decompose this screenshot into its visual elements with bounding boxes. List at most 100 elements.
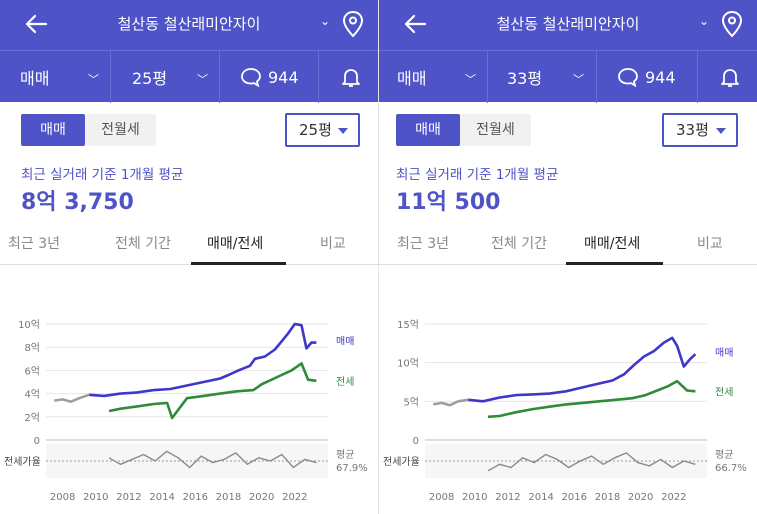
x-tick-label: 2010 [83, 492, 108, 503]
y-tick-label: 8억 [24, 342, 40, 354]
sale-series-line [89, 322, 317, 398]
map-pin-icon[interactable] [721, 10, 743, 38]
x-tick-label: 2008 [429, 492, 454, 503]
tab-sale-jeonse[interactable]: 매매/전세 [584, 236, 641, 252]
page-title[interactable]: 철산동 철산래미안자이 [496, 15, 640, 33]
comments-count: 944 [268, 67, 299, 87]
average-label: 평균 [715, 449, 733, 461]
x-tick-label: 2014 [528, 492, 553, 503]
chart-tabs: 최근 3년 전체 기간 매매/전세 비교 [379, 225, 757, 265]
jeonse-series-label: 전세 [336, 376, 354, 388]
tab-recent-3y[interactable]: 최근 3년 [8, 236, 60, 252]
y-tick-label: 10억 [18, 319, 40, 331]
caret-down-icon [338, 128, 348, 134]
x-tick-label: 2022 [661, 492, 686, 503]
chevron-down-icon: ﹀ [197, 73, 208, 86]
sale-series-label: 매매 [715, 347, 733, 359]
tab-sale-jeonse[interactable]: 매매/전세 [207, 236, 264, 252]
y-tick-label: 15억 [397, 319, 419, 331]
divider [378, 0, 379, 514]
bell-icon[interactable] [340, 66, 362, 88]
top-bar: 철산동 철산래미안자이 ⌄ [379, 0, 757, 50]
y-tick-label: 4억 [24, 389, 40, 401]
sale-series-label: 매매 [336, 336, 354, 348]
price-subtitle: 최근 실거래 기준 1개월 평균 [21, 167, 184, 183]
tab-all-period[interactable]: 전체 기간 [115, 236, 171, 252]
jeonse-series-line [487, 379, 696, 419]
trade-type-toggle: 매매 전월세 [396, 114, 531, 146]
arrow-left-icon[interactable] [401, 10, 429, 38]
deal-type-dropdown[interactable]: 매매 [20, 51, 49, 103]
bell-icon[interactable] [719, 66, 741, 88]
x-tick-label: 2016 [562, 492, 587, 503]
size-select[interactable]: 33평 [662, 113, 738, 147]
x-tick-label: 2010 [462, 492, 487, 503]
area-dropdown[interactable]: 25평 [132, 51, 167, 103]
area-label: 33평 [507, 69, 543, 88]
ratio-series-line [487, 452, 696, 472]
filter-bar: 매매 ﹀ 25평 ﹀ 944 [0, 50, 378, 103]
y-tick-label: 0 [413, 436, 419, 447]
deal-type-label: 매매 [397, 69, 427, 88]
trade-type-toggle: 매매 전월세 [21, 114, 156, 146]
average-value: 67.9% [336, 463, 368, 474]
tab-recent-3y[interactable]: 최근 3년 [397, 236, 449, 252]
active-tab-indicator [566, 262, 663, 265]
tab-jeonse[interactable]: 전월세 [476, 122, 515, 138]
chevron-down-icon[interactable]: ⌄ [699, 14, 710, 28]
area-dropdown[interactable]: 33평 [507, 51, 542, 103]
ratio-label: 전세가율 [383, 456, 420, 468]
tab-sale[interactable]: 매매 [21, 114, 85, 146]
tab-compare[interactable]: 비교 [697, 236, 723, 252]
chart-tabs: 최근 3년 전체 기간 매매/전세 비교 [0, 225, 378, 265]
size-select[interactable]: 25평 [285, 113, 360, 147]
ratio-label: 전세가율 [4, 456, 41, 468]
map-pin-icon[interactable] [342, 10, 364, 38]
arrow-left-icon[interactable] [22, 10, 50, 38]
chevron-down-icon[interactable]: ⌄ [320, 14, 331, 28]
price-line-chart: 10억 8억 6억 4억 2억 0 2008 2010 2012 2014 2016 2018 2020… [4, 319, 368, 503]
top-bar: 철산동 철산래미안자이 ⌄ [0, 0, 378, 50]
deal-type-dropdown[interactable]: 매매 [397, 51, 426, 103]
comments-button[interactable]: 944 [240, 51, 299, 103]
tab-all-period[interactable]: 전체 기간 [491, 236, 547, 252]
jeonse-series-label: 전세 [715, 386, 733, 398]
speech-bubble-icon [241, 68, 261, 87]
average-price: 11억 500 [396, 190, 501, 215]
ratio-series-line [108, 450, 317, 469]
x-tick-label: 2022 [282, 492, 307, 503]
panel-right: 철산동 철산래미안자이 ⌄ 매매 ﹀ 33평 ﹀ 944 매매 전월세 33평 … [379, 0, 757, 514]
price-subtitle: 최근 실거래 기준 1개월 평균 [396, 167, 559, 183]
tab-sale[interactable]: 매매 [396, 114, 460, 146]
sale-series-line [467, 336, 697, 403]
chevron-down-icon: ﹀ [88, 73, 99, 86]
tab-compare[interactable]: 비교 [320, 236, 346, 252]
price-line-chart: 15억 10억 5억 0 2008 2010 2012 2014 2016 2018 2020 202… [383, 319, 747, 503]
x-tick-label: 2018 [595, 492, 620, 503]
price-chart: 10억 8억 6억 4억 2억 0 2008 2010 2012 2014 2016 2018 2020… [0, 268, 378, 514]
y-tick-label: 2억 [24, 412, 40, 424]
x-tick-label: 2012 [116, 492, 141, 503]
x-tick-label: 2008 [50, 492, 75, 503]
y-tick-label: 5억 [403, 396, 419, 408]
old-series-line [433, 398, 469, 407]
deal-type-label: 매매 [20, 69, 50, 88]
tab-jeonse[interactable]: 전월세 [101, 122, 140, 138]
comments-button[interactable]: 944 [617, 51, 676, 103]
area-label: 25평 [132, 69, 168, 88]
x-tick-label: 2016 [183, 492, 208, 503]
x-tick-label: 2020 [249, 492, 274, 503]
average-label: 평균 [336, 449, 354, 461]
y-tick-label: 6억 [24, 365, 40, 377]
size-select-value: 25평 [299, 121, 332, 139]
panel-left: 철산동 철산래미안자이 ⌄ 매매 ﹀ 25평 ﹀ 944 매매 전월세 25평 … [0, 0, 378, 514]
caret-down-icon [716, 128, 726, 134]
y-tick-label: 10억 [397, 358, 419, 370]
page-title[interactable]: 철산동 철산래미안자이 [117, 15, 261, 33]
price-chart: 15억 10억 5억 0 2008 2010 2012 2014 2016 2018 2020 202… [379, 268, 757, 514]
average-value: 66.7% [715, 463, 747, 474]
chevron-down-icon: ﹀ [465, 73, 476, 86]
chevron-down-icon: ﹀ [573, 73, 584, 86]
jeonse-series-line [108, 362, 317, 420]
size-select-value: 33평 [676, 121, 709, 139]
